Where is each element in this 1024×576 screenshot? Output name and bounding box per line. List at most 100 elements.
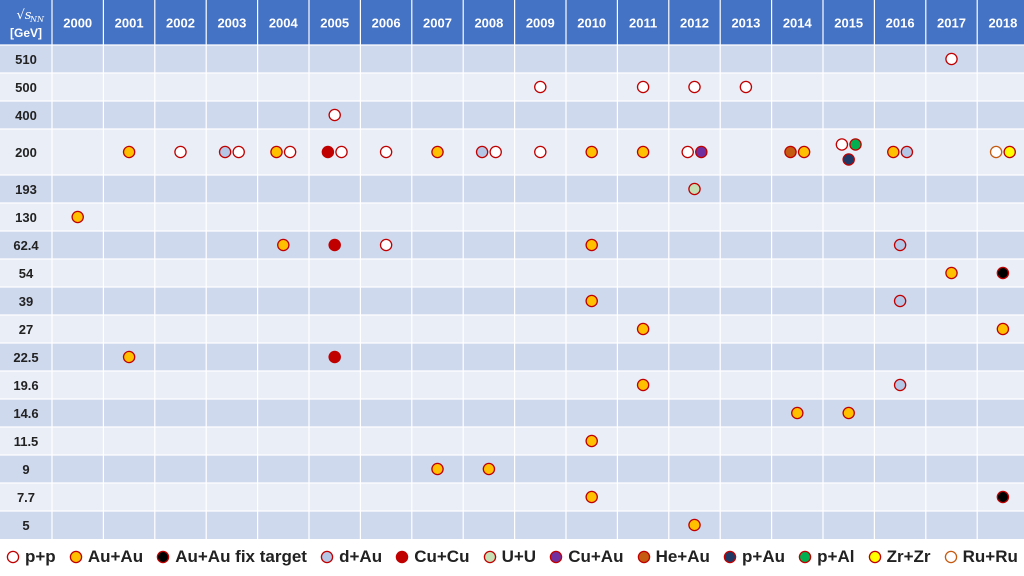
legend-swatch bbox=[483, 550, 496, 564]
corner-label-unit: [GeV] bbox=[10, 26, 42, 40]
marker-pp bbox=[379, 238, 393, 252]
legend-swatch bbox=[637, 550, 650, 564]
marker-pp bbox=[232, 145, 245, 159]
table-row bbox=[0, 427, 1024, 455]
legend-marker-AuAu bbox=[69, 550, 83, 564]
marker-pp bbox=[534, 80, 547, 94]
legend-item-dAu: d+Au bbox=[320, 547, 382, 567]
marker-AuAu bbox=[797, 145, 811, 159]
corner-label-sqrt: √s bbox=[17, 8, 32, 23]
legend-marker-dAu bbox=[320, 550, 334, 564]
marker-pp bbox=[379, 145, 393, 159]
year-header: 2006 bbox=[372, 16, 401, 31]
legend-label: Cu+Cu bbox=[414, 547, 470, 566]
legend-marker-UU bbox=[483, 550, 496, 564]
table-row bbox=[0, 45, 1024, 73]
table-row bbox=[0, 483, 1024, 511]
year-header: 2002 bbox=[166, 16, 195, 31]
marker-AuAu bbox=[585, 294, 598, 308]
marker-AuAu bbox=[585, 238, 598, 252]
marker-HeAu bbox=[784, 145, 797, 159]
rhic-run-table: 2000 2001 2002 2003 2004 2005 2006 2007 2008 2009… bbox=[0, 0, 1024, 539]
legend-label: He+Au bbox=[655, 547, 710, 566]
marker-AuAuFT bbox=[996, 266, 1010, 280]
marker-AuAu bbox=[585, 434, 598, 448]
year-header: 2012 bbox=[680, 16, 709, 31]
year-header: 2000 bbox=[63, 16, 92, 31]
marker-AuAu bbox=[688, 518, 701, 532]
energy-label: 27 bbox=[19, 322, 33, 337]
marker-CuCu bbox=[328, 350, 341, 364]
table-row bbox=[0, 511, 1024, 539]
energy-label: 14.6 bbox=[13, 406, 38, 421]
energy-label: 19.6 bbox=[13, 378, 38, 393]
legend-marker-CuAu bbox=[549, 550, 563, 564]
marker-pp bbox=[328, 108, 341, 122]
legend-marker-pp bbox=[6, 550, 20, 564]
legend-label: p+Al bbox=[817, 547, 855, 566]
header-row bbox=[0, 0, 1024, 45]
table-row bbox=[0, 231, 1024, 259]
marker-AuAuFT bbox=[996, 490, 1010, 504]
energy-label: 7.7 bbox=[17, 490, 35, 505]
marker-AuAu bbox=[996, 322, 1010, 336]
legend-label: p+p bbox=[25, 547, 56, 566]
year-header: 2007 bbox=[423, 16, 452, 31]
legend-marker-AuAuFT bbox=[156, 550, 170, 564]
year-header: 2018 bbox=[988, 16, 1017, 31]
marker-pp bbox=[739, 80, 753, 94]
legend-item-AuAuFT: Au+Au fix target bbox=[156, 547, 307, 567]
table-row bbox=[0, 101, 1024, 129]
legend-item-HeAu: He+Au bbox=[637, 547, 710, 567]
marker-ZrZr bbox=[1003, 145, 1016, 159]
legend-swatch bbox=[156, 550, 170, 564]
marker-pp bbox=[681, 145, 694, 159]
marker-AuAu bbox=[482, 462, 496, 476]
legend-marker-pAl bbox=[798, 550, 812, 564]
year-header: 2001 bbox=[115, 16, 144, 31]
marker-dAu bbox=[475, 145, 489, 159]
legend-swatch bbox=[320, 550, 334, 564]
marker-dAu bbox=[218, 145, 232, 159]
year-header: 2017 bbox=[937, 16, 966, 31]
table-row bbox=[0, 343, 1024, 371]
marker-AuAu bbox=[277, 238, 290, 252]
energy-label: 9 bbox=[22, 462, 29, 477]
marker-AuAu bbox=[71, 210, 84, 224]
marker-pp bbox=[534, 145, 547, 159]
legend-swatch bbox=[798, 550, 812, 564]
legend-label: Zr+Zr bbox=[886, 547, 931, 566]
energy-label: 193 bbox=[15, 182, 37, 197]
legend-label: U+U bbox=[501, 547, 537, 566]
year-header: 2015 bbox=[834, 16, 863, 31]
legend-item-pAu: p+Au bbox=[723, 547, 785, 567]
legend-label: Au+Au bbox=[87, 547, 144, 566]
legend-marker-ZrZr bbox=[868, 550, 881, 564]
marker-dAu bbox=[900, 145, 914, 159]
energy-label: 62.4 bbox=[13, 238, 39, 253]
marker-UU bbox=[688, 182, 701, 196]
legend-item-CuAu: Cu+Au bbox=[549, 547, 623, 567]
legend-swatch bbox=[69, 550, 83, 564]
marker-CuAu bbox=[695, 145, 708, 159]
energy-label: 11.5 bbox=[14, 434, 39, 449]
marker-pp bbox=[489, 145, 502, 159]
legend-swatch bbox=[868, 550, 881, 564]
table-row bbox=[0, 73, 1024, 101]
marker-AuAu bbox=[636, 322, 650, 336]
year-header: 2004 bbox=[269, 16, 299, 31]
energy-label: 510 bbox=[15, 52, 37, 67]
energy-label: 400 bbox=[15, 108, 37, 123]
marker-dAu bbox=[893, 378, 907, 392]
energy-label: 200 bbox=[15, 145, 37, 160]
legend-item-pAl: p+Al bbox=[798, 547, 854, 567]
legend-marker-CuCu bbox=[395, 550, 409, 564]
year-header: 2014 bbox=[783, 16, 813, 31]
legend: p+p Au+Au Au+Au fix target d+Au Cu+Cu U+U Cu+A… bbox=[0, 543, 1024, 571]
marker-pp bbox=[335, 145, 348, 159]
energy-label: 39 bbox=[19, 294, 33, 309]
legend-label: Cu+Au bbox=[568, 547, 624, 566]
marker-AuAu bbox=[431, 145, 444, 159]
energy-label: 54 bbox=[19, 266, 34, 281]
marker-AuAu bbox=[270, 145, 283, 159]
